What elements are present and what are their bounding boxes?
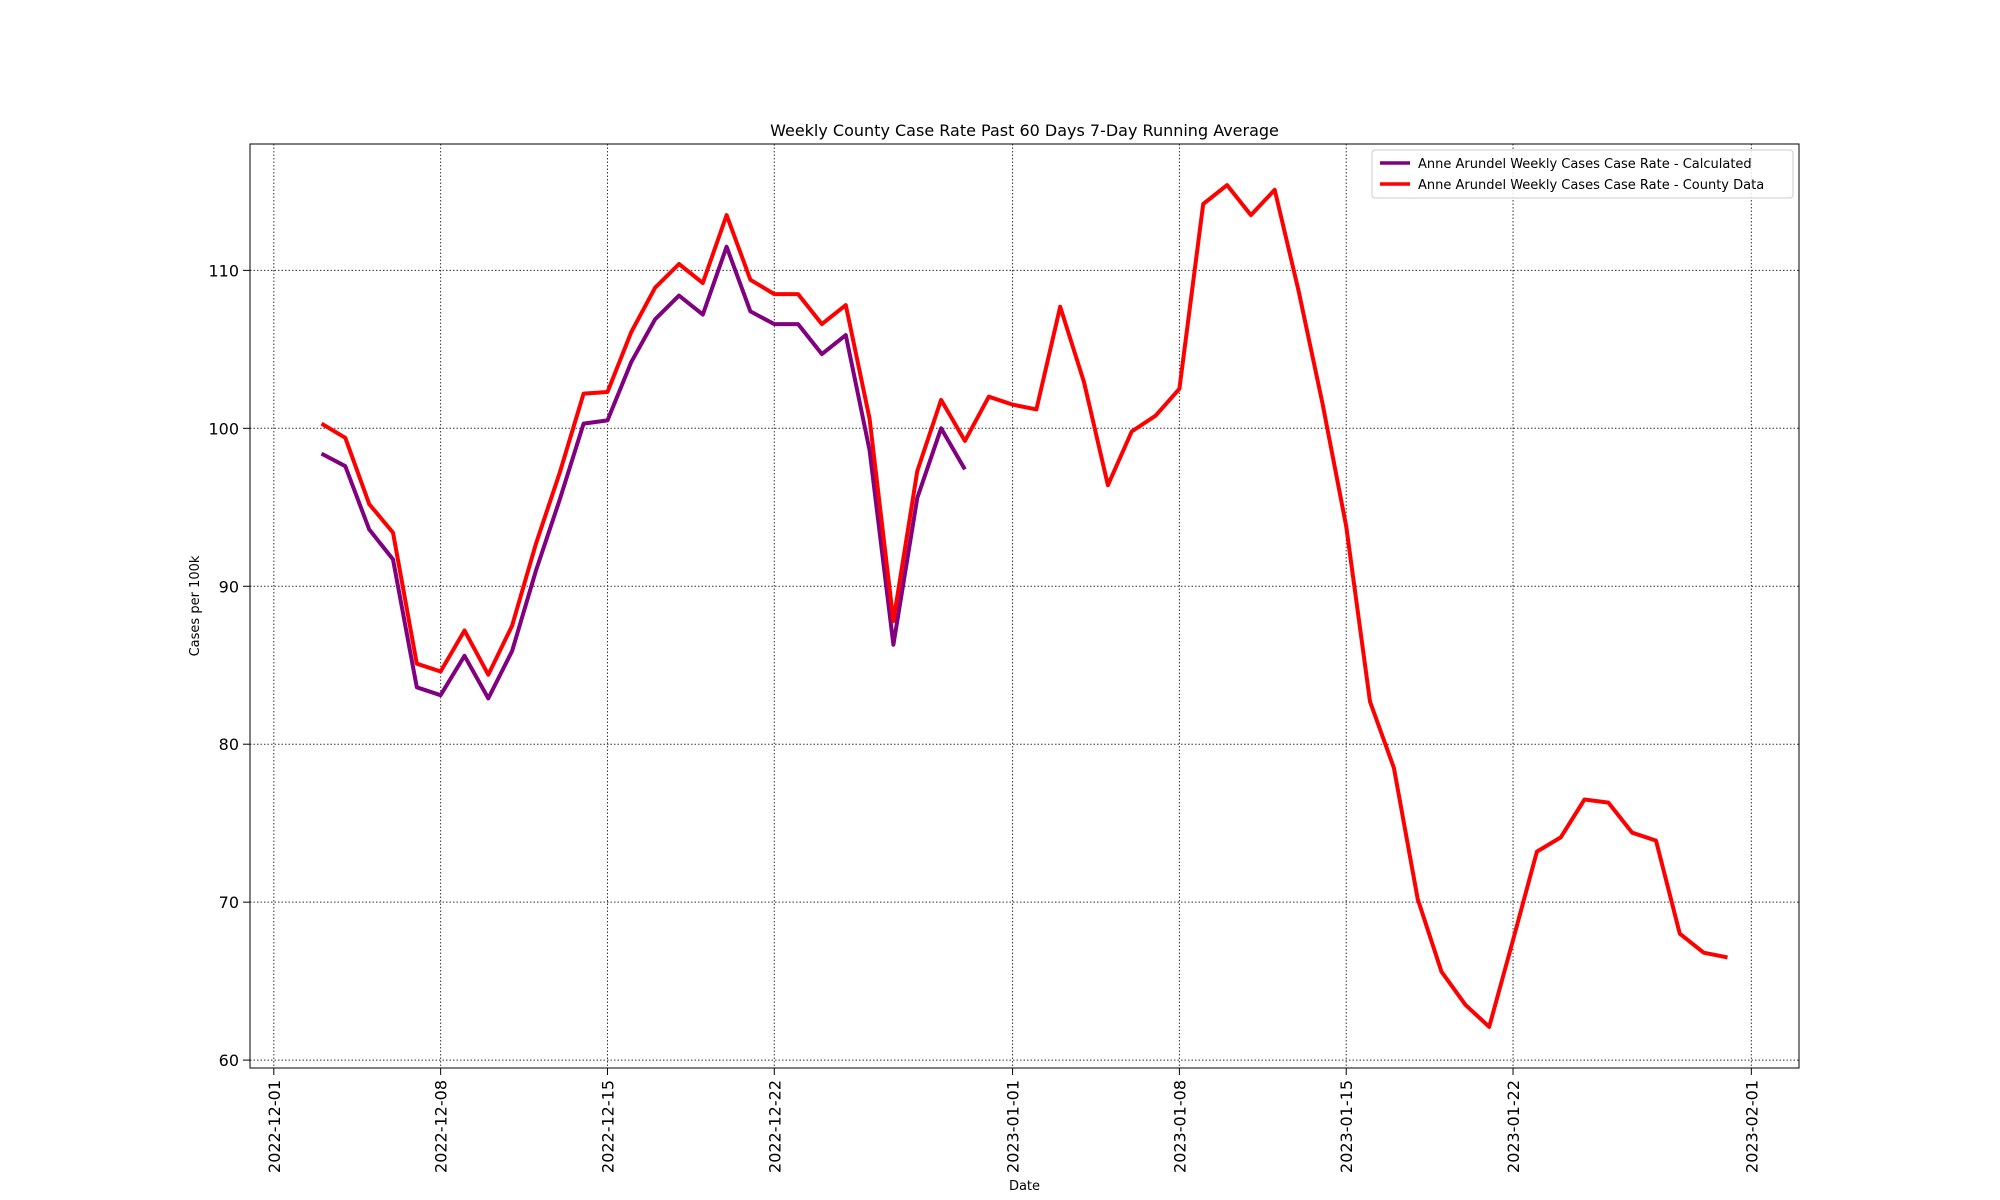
chart-title: Weekly County Case Rate Past 60 Days 7-D… <box>770 121 1279 140</box>
x-tick-label: 2023-01-01 <box>1004 1080 1023 1173</box>
y-tick-label: 70 <box>219 893 239 912</box>
y-tick-label: 90 <box>219 577 239 596</box>
axis-ticks: 60 70 80 90 100 110 2022-12-01 2022-12-08 2022-1… <box>208 261 1761 1173</box>
legend-label-county-data: Anne Arundel Weekly Cases Case Rate - Co… <box>1418 178 1764 193</box>
y-tick-label: 80 <box>219 735 239 754</box>
x-tick-label: 2022-12-01 <box>265 1080 284 1173</box>
series-lines <box>320 183 1728 1029</box>
x-tick-label: 2023-01-08 <box>1170 1080 1189 1173</box>
x-axis-label: Date <box>1009 1179 1040 1194</box>
grid-lines <box>250 144 1799 1068</box>
x-tick-label: 2022-12-15 <box>598 1080 617 1173</box>
legend-box <box>1371 149 1794 199</box>
x-tick-label: 2023-01-15 <box>1337 1080 1356 1173</box>
y-tick-label: 60 <box>219 1051 239 1070</box>
x-tick-label: 2022-12-08 <box>432 1080 451 1173</box>
y-axis-label: Cases per 100k <box>188 555 203 656</box>
series-line-1 <box>320 183 1728 1029</box>
legend-label-calculated: Anne Arundel Weekly Cases Case Rate - Ca… <box>1418 157 1752 172</box>
x-tick-label: 2022-12-22 <box>765 1080 784 1173</box>
series-line-0 <box>320 244 967 701</box>
x-tick-label: 2023-02-01 <box>1742 1080 1761 1173</box>
legend: Anne Arundel Weekly Cases Case Rate - Ca… <box>1371 149 1794 199</box>
plot-frame <box>249 143 1800 1069</box>
x-tick-label: 2023-01-22 <box>1504 1080 1523 1173</box>
y-tick-label: 110 <box>208 261 239 280</box>
y-tick-label: 100 <box>208 419 239 438</box>
